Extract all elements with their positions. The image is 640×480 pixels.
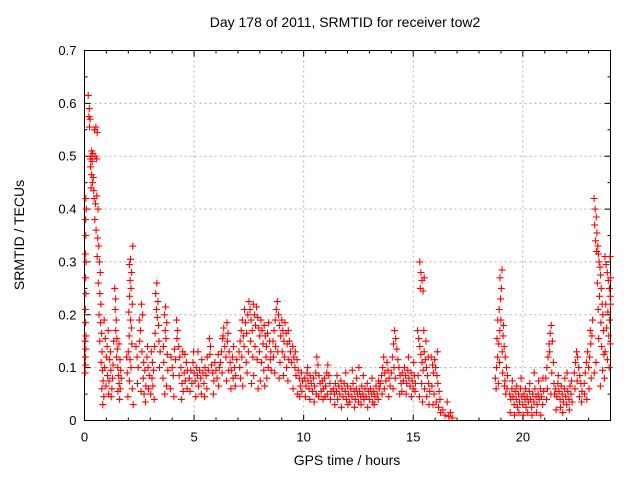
x-tick-label: 0 <box>81 430 88 445</box>
y-tick-label: 0.6 <box>58 96 76 111</box>
x-tick-label: 20 <box>516 430 530 445</box>
data-points-series-srmtid <box>81 91 614 422</box>
x-tick-label: 15 <box>406 430 420 445</box>
y-tick-labels: 0 0.1 0.2 0.3 0.4 0.5 0.6 0.7 <box>58 43 76 428</box>
grid-lines <box>84 50 611 421</box>
x-tick-label: 5 <box>190 430 197 445</box>
chart-title: Day 178 of 2011, SRMTID for receiver tow… <box>209 14 481 30</box>
x-axis-label: GPS time / hours <box>293 452 401 468</box>
y-axis-label: SRMTID / TECUs <box>11 179 27 291</box>
x-tick-labels: 0 5 10 15 20 <box>81 430 530 445</box>
y-tick-label: 0.5 <box>58 149 76 164</box>
y-tick-label: 0.7 <box>58 43 76 58</box>
x-tick-label: 10 <box>296 430 310 445</box>
y-tick-label: 0 <box>69 413 76 428</box>
y-tick-label: 0.3 <box>58 254 76 269</box>
y-tick-label: 0.2 <box>58 307 76 322</box>
y-tick-label: 0.4 <box>58 202 76 217</box>
y-tick-label: 0.1 <box>58 360 76 375</box>
